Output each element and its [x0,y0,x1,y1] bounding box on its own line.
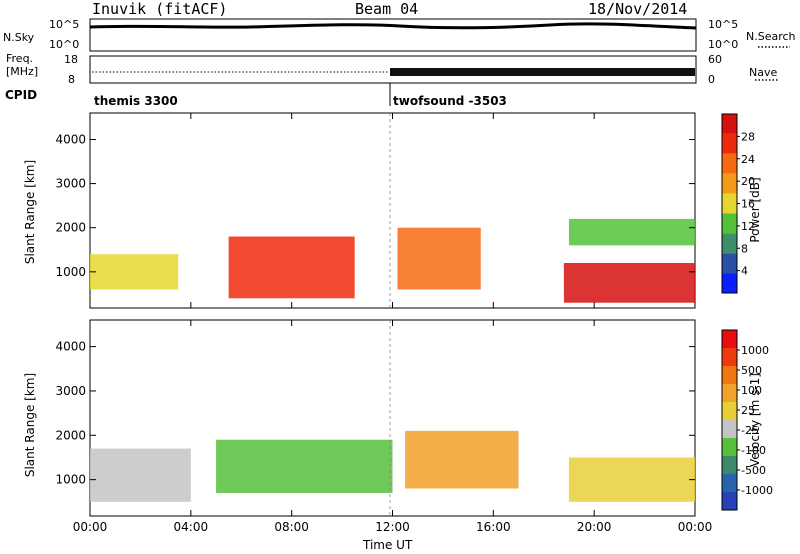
x-ticks: 00:00 04:00 08:00 12:00 16:00 20:00 00:00 [73,113,713,534]
power-heatmap [90,218,695,303]
velocity-cbar-swatch-1 [722,348,737,366]
nsearch-tick-top: 10^5 [708,18,739,31]
nave-tick-top: 60 [708,53,722,66]
power-cbar-tick-label-1: 24 [741,153,755,166]
power-cbar-tick-label-3: 16 [741,198,755,211]
vel-ytick-label-0: 4000 [55,340,86,354]
power-band-4 [568,218,695,246]
xtick-label-2: 08:00 [274,520,309,534]
velocity-cbar-swatch-0 [722,330,737,348]
velocity-cbar-swatch-8 [722,474,737,492]
velocity-cbar-tick-label-0: 1000 [741,344,769,357]
power-band-0 [90,254,179,290]
vel-band-3 [568,457,695,502]
velocity-colorbar: 1000 500 100 25 -25 -100 -500 -1000 [721,329,773,511]
beam-title: Beam 04 [355,0,419,18]
power-ytick-label-0: 4000 [55,132,86,146]
velocity-cbar-swatch-9 [722,492,737,510]
date-title: 18/Nov/2014 [588,0,688,18]
xtick-label-5: 20:00 [577,520,612,534]
xtick-label-6: 00:00 [678,520,713,534]
power-ytick-label-2: 2000 [55,221,86,235]
velocity-heatmap [90,430,695,502]
nsky-trace [89,22,697,30]
power-cbar-tick-label-6: 4 [741,265,748,278]
velocity-cbar-tick-label-3: 25 [741,404,755,417]
cpid-segment-2: twofsound -3503 [393,94,507,108]
nsky-panel-frame [89,18,697,52]
power-ytick-label-1: 3000 [55,177,86,191]
power-colorbar: 28 24 20 16 12 8 4 [721,113,755,294]
power-cbar-swatch-8 [722,273,737,293]
nave-label: Nave [749,66,778,79]
velocity-cbar-swatch-2 [722,366,737,384]
velocity-cbar-swatch-4 [722,402,737,420]
vel-band-2 [405,430,519,489]
xtick-label-0: 00:00 [73,520,108,534]
station-title: Inuvik (fitACF) [92,0,228,18]
xtick-label-1: 04:00 [174,520,209,534]
nsearch-tick-bottom: 10^0 [708,38,739,51]
freq-tick-top: 18 [64,53,78,66]
velocity-cbar-frame [721,329,738,511]
velocity-cbar-swatch-6 [722,438,737,456]
velocity-cbar-tick-label-2: 100 [741,384,762,397]
power-cbar-swatch-0 [722,114,737,134]
power-cbar-tick-label-2: 20 [741,175,755,188]
nsky-tick-top: 10^5 [49,18,80,31]
power-ytick-label-3: 1000 [55,265,86,279]
freq-tick-bottom: 8 [68,73,75,86]
power-cbar-swatch-5 [722,213,737,234]
velocity-cbar-tick-label-7: -1000 [741,484,773,497]
xtick-label-3: 12:00 [375,520,410,534]
cpid-label: CPID [5,88,38,102]
power-cbar-swatch-3 [722,173,737,194]
power-band-3 [563,263,695,303]
power-band-1 [228,236,355,299]
nave-trace [390,68,695,76]
velocity-cbar-tick-label-5: -100 [741,444,766,457]
velocity-cbar-swatch-5 [722,420,737,438]
vel-ytick-label-3: 1000 [55,473,86,487]
velocity-cbar-swatch-7 [722,456,737,474]
vel-band-1 [216,439,393,493]
power-cbar-tick-label-0: 28 [741,130,755,143]
velocity-cbar-tick-label-4: -25 [741,424,759,437]
power-cbar-tick-label-5: 8 [741,242,748,255]
xtick-label-4: 16:00 [476,520,511,534]
velocity-cbar-tick-label-1: 500 [741,364,762,377]
velocity-cbar-swatch-3 [722,384,737,402]
x-axis-label: Time UT [363,538,413,552]
nsearch-label: N.Search [746,30,796,43]
power-y-ticks: 4000 3000 2000 1000 [55,132,695,279]
velocity-y-ticks: 4000 3000 2000 1000 [55,340,695,487]
freq-label-1: Freq. [6,52,34,65]
vel-band-0 [90,448,191,502]
power-cbar-swatch-2 [722,153,737,174]
power-cbar-swatch-1 [722,133,737,154]
power-band-2 [397,227,481,290]
nsky-tick-bottom: 10^0 [49,38,80,51]
freq-panel-frame [89,55,697,84]
velocity-cbar-tick-label-6: -500 [741,464,766,477]
power-cbar-swatch-4 [722,193,737,214]
power-cbar-tick-label-4: 12 [741,220,755,233]
power-cbar-swatch-7 [722,253,737,274]
nsky-label: N.Sky [3,31,35,44]
nave-tick-bottom: 0 [708,73,715,86]
vel-ytick-label-1: 3000 [55,384,86,398]
freq-label-2: [MHz] [6,65,39,78]
power-cbar-swatch-6 [722,233,737,254]
vel-ytick-label-2: 2000 [55,428,86,442]
cpid-segment-1: themis 3300 [94,94,178,108]
